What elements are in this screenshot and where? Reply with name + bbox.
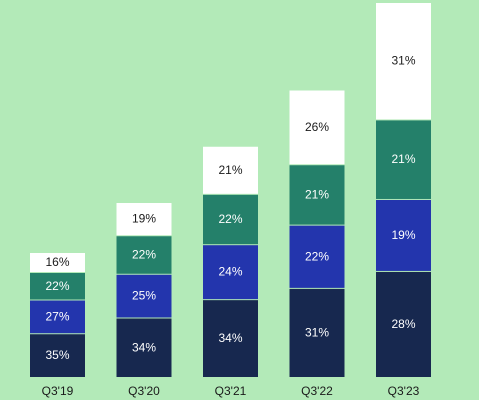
data-label: 26% <box>305 120 329 134</box>
bar-segment <box>30 273 85 300</box>
bar-segment <box>203 245 258 300</box>
data-label: 27% <box>45 309 69 323</box>
bar-segment <box>376 271 431 377</box>
bar-group: 34% 24% 22% 21% Q3'21 <box>203 146 258 398</box>
data-label: 21% <box>305 187 329 201</box>
bar-group: 31% 22% 21% 26% Q3'22 <box>289 90 345 398</box>
bar-segment <box>289 225 345 288</box>
x-tick-label: Q3'23 <box>388 384 420 398</box>
bar-segment <box>376 3 431 120</box>
data-label: 21% <box>218 163 242 177</box>
data-label: 28% <box>391 317 415 331</box>
bar-segment <box>116 318 172 377</box>
bar-segment <box>116 236 172 274</box>
data-label: 25% <box>132 289 156 303</box>
bar-segment <box>30 334 85 377</box>
x-tick-label: Q3'20 <box>128 384 160 398</box>
bar-segment <box>30 300 85 334</box>
x-tick-label: Q3'19 <box>42 384 74 398</box>
bar-group: 35% 27% 22% 16% Q3'19 <box>30 253 85 398</box>
data-label: 24% <box>218 265 242 279</box>
data-label: 34% <box>218 331 242 345</box>
bar-group: 34% 25% 22% 19% Q3'20 <box>116 203 172 398</box>
data-label: 35% <box>45 348 69 362</box>
bar-segment <box>116 203 172 236</box>
data-label: 31% <box>391 54 415 68</box>
bar-segment <box>289 90 345 165</box>
data-label: 21% <box>391 152 415 166</box>
x-tick-label: Q3'21 <box>215 384 247 398</box>
data-label: 22% <box>218 212 242 226</box>
bar-segment <box>203 194 258 245</box>
bar-segment <box>376 199 431 271</box>
data-label: 34% <box>132 340 156 354</box>
data-label: 19% <box>132 212 156 226</box>
data-label: 22% <box>45 279 69 293</box>
bar-segment <box>116 274 172 318</box>
bar-group: 28% 19% 21% 31% Q3'23 <box>376 3 431 398</box>
x-tick-label: Q3'22 <box>301 384 333 398</box>
bar-segment <box>30 253 85 272</box>
bar-segment <box>289 165 345 225</box>
data-label: 31% <box>305 325 329 339</box>
data-label: 19% <box>391 228 415 242</box>
bar-segment <box>289 288 345 377</box>
bar-segment <box>203 300 258 377</box>
bar-segment <box>203 146 258 194</box>
data-label: 22% <box>132 248 156 262</box>
data-label: 16% <box>45 255 69 269</box>
data-label: 22% <box>305 249 329 263</box>
bar-segment <box>376 120 431 199</box>
